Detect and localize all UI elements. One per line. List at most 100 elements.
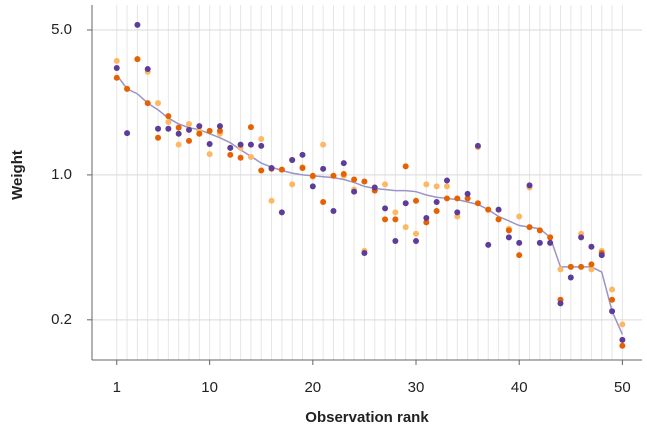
point xyxy=(588,266,595,273)
y-tick-label: 5.0 xyxy=(51,21,72,38)
point xyxy=(505,227,512,234)
point xyxy=(454,195,461,202)
point xyxy=(330,207,337,214)
point xyxy=(144,100,151,107)
x-tick-label: 10 xyxy=(201,379,218,396)
point xyxy=(402,200,409,207)
point xyxy=(278,166,285,173)
point xyxy=(134,56,141,63)
point xyxy=(413,237,420,244)
point xyxy=(206,140,213,147)
point xyxy=(340,160,347,167)
point xyxy=(413,230,420,237)
point xyxy=(443,195,450,202)
point xyxy=(402,163,409,170)
point xyxy=(216,123,223,130)
point xyxy=(516,239,523,246)
point xyxy=(155,134,162,141)
point xyxy=(516,213,523,220)
point xyxy=(547,234,554,241)
point xyxy=(433,199,440,206)
point xyxy=(443,177,450,184)
point xyxy=(557,300,564,307)
point xyxy=(423,219,430,226)
point xyxy=(340,171,347,178)
x-tick-label: 50 xyxy=(614,379,631,396)
x-tick-label: 20 xyxy=(304,379,321,396)
point xyxy=(413,197,420,204)
point xyxy=(258,142,265,149)
point xyxy=(227,144,234,151)
x-tick-label: 40 xyxy=(511,379,528,396)
point xyxy=(474,142,481,149)
point xyxy=(588,261,595,268)
point xyxy=(382,216,389,223)
point xyxy=(227,151,234,158)
point xyxy=(258,167,265,174)
y-tick-label: 1.0 xyxy=(51,166,72,183)
point xyxy=(485,241,492,248)
point xyxy=(155,125,162,132)
point xyxy=(547,239,554,246)
x-tick-label: 1 xyxy=(113,379,121,396)
point xyxy=(113,57,120,64)
point xyxy=(144,66,151,73)
point xyxy=(206,151,213,158)
point xyxy=(619,342,626,349)
point xyxy=(609,308,616,315)
point xyxy=(351,176,358,183)
point xyxy=(320,141,327,148)
point xyxy=(433,183,440,190)
point xyxy=(124,130,131,137)
point xyxy=(454,209,461,216)
point xyxy=(299,151,306,158)
point xyxy=(578,234,585,241)
point xyxy=(330,172,337,179)
point xyxy=(526,182,533,189)
point xyxy=(454,213,461,220)
point xyxy=(536,239,543,246)
point xyxy=(485,206,492,213)
point xyxy=(536,227,543,234)
point xyxy=(134,21,141,28)
point xyxy=(567,274,574,281)
point xyxy=(309,172,316,179)
point xyxy=(165,113,172,120)
point xyxy=(258,136,265,143)
point xyxy=(505,234,512,241)
point xyxy=(247,124,254,131)
point xyxy=(289,181,296,188)
x-axis-title: Observation rank xyxy=(305,409,429,426)
point xyxy=(247,141,254,148)
point xyxy=(124,85,131,92)
point xyxy=(278,209,285,216)
point xyxy=(382,205,389,212)
point xyxy=(619,321,626,328)
point xyxy=(423,181,430,188)
point xyxy=(299,164,306,171)
point xyxy=(113,74,120,81)
point xyxy=(268,197,275,204)
point xyxy=(464,190,471,197)
point xyxy=(351,188,358,195)
point xyxy=(165,125,172,132)
point xyxy=(567,263,574,270)
point xyxy=(185,126,192,133)
point xyxy=(609,296,616,303)
point xyxy=(361,250,368,257)
point xyxy=(185,121,192,128)
point xyxy=(526,224,533,231)
point xyxy=(619,336,626,343)
point xyxy=(175,141,182,148)
point xyxy=(578,263,585,270)
point xyxy=(598,252,605,259)
point xyxy=(433,207,440,214)
y-axis-title: Weight xyxy=(9,150,26,200)
point xyxy=(320,199,327,206)
point xyxy=(216,127,223,134)
point xyxy=(402,224,409,231)
y-tick-label: 0.2 xyxy=(51,311,72,328)
point xyxy=(495,206,502,213)
point xyxy=(196,123,203,130)
point xyxy=(268,164,275,171)
